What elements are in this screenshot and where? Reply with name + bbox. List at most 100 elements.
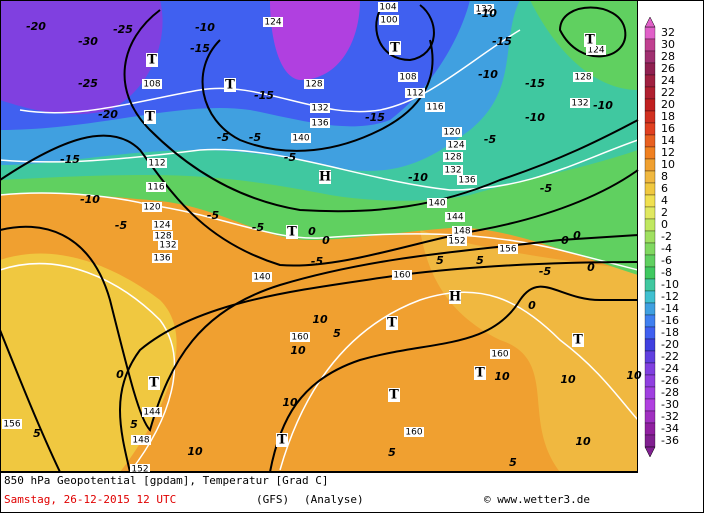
temperature-label: -5 (539, 265, 552, 278)
label-backdrop (147, 158, 167, 168)
geopotential-label: 124 (264, 18, 281, 28)
pressure-center: H (319, 170, 331, 185)
colorbar-swatch (644, 374, 656, 388)
colorbar-label: 10 (661, 158, 675, 171)
colorbar-swatch (644, 206, 656, 220)
pressure-center: T (387, 316, 397, 331)
colorbar-swatch (644, 422, 656, 436)
temperature-label: -15 (525, 77, 545, 90)
temperature-label: -10 (195, 21, 215, 34)
pressure-center: H (449, 290, 461, 305)
geopotential-label: 128 (574, 73, 591, 83)
temperature-label: 0 (561, 234, 569, 247)
temperature-label: -10 (80, 193, 100, 206)
geopotential-label: 116 (426, 103, 443, 113)
label-backdrop (398, 72, 418, 82)
temperature-label: -15 (254, 89, 274, 102)
temperature-label: 10 (494, 370, 510, 383)
geopotential-label: 148 (453, 227, 470, 237)
colorbar-swatch (644, 170, 656, 184)
label-backdrop (490, 349, 510, 359)
temperature-label: -30 (78, 35, 98, 48)
label-backdrop (130, 464, 150, 474)
label-backdrop (304, 79, 324, 89)
label-backdrop (2, 419, 22, 429)
label-backdrop (425, 102, 445, 112)
colorbar-label: -30 (661, 398, 679, 411)
colorbar-label: 20 (661, 98, 675, 111)
temperature-label: 10 (282, 396, 298, 409)
pressure-center: T (573, 333, 583, 348)
footer-credit: © www.wetter3.de (484, 493, 590, 506)
temperature-label: 5 (476, 254, 484, 267)
colorbar-label: -24 (661, 362, 679, 375)
temperature-label: -15 (190, 42, 210, 55)
geopotential-label: 140 (428, 199, 445, 209)
temperature-label: 10 (560, 373, 576, 386)
colorbar-swatch (644, 218, 656, 232)
pressure-center: T (389, 388, 399, 403)
label-backdrop (310, 103, 330, 113)
geopotential-label: 124 (153, 221, 170, 231)
temperature-label: 0 (587, 261, 595, 274)
temperature-label: -20 (26, 20, 46, 33)
colorbar-swatch (644, 362, 656, 376)
label-backdrop (148, 376, 160, 390)
temperature-label: -25 (78, 77, 98, 90)
arctic-field (270, 0, 360, 80)
temperature-label: 10 (290, 344, 306, 357)
colorbar-label: 0 (661, 218, 668, 231)
temperature-label: 5 (509, 456, 517, 469)
colorbar-swatch (644, 338, 656, 352)
label-backdrop (310, 118, 330, 128)
pressure-center: T (145, 110, 155, 125)
temperature-label: -15 (365, 111, 385, 124)
geopotential-label: 144 (143, 408, 160, 418)
geopotential-label: 108 (143, 80, 160, 90)
geopotential-label: 136 (311, 119, 328, 129)
label-backdrop (153, 231, 173, 241)
temperature-label: 0 (322, 234, 330, 247)
temperature-label: 10 (187, 445, 203, 458)
label-backdrop (152, 253, 172, 263)
label-backdrop (392, 270, 412, 280)
colorbar-label: -26 (661, 374, 679, 387)
label-backdrop (378, 2, 398, 12)
label-backdrop (319, 170, 331, 184)
temperature-label: -5 (217, 131, 230, 144)
colorbar-label: -20 (661, 338, 679, 351)
geopotential-label: 156 (499, 245, 516, 255)
label-backdrop (291, 133, 311, 143)
colorbar-swatch (644, 98, 656, 112)
label-backdrop (498, 244, 518, 254)
colorbar-swatch (644, 230, 656, 244)
label-backdrop (142, 407, 162, 417)
geopotential-label: 136 (458, 176, 475, 186)
label-backdrop (404, 427, 424, 437)
label-backdrop (131, 435, 151, 445)
colorbar-swatch (644, 326, 656, 340)
footer-date: Samstag, 26-12-2015 12 UTC (4, 493, 176, 506)
geopotential-label: 144 (446, 213, 463, 223)
colorbar-label: -8 (661, 266, 672, 279)
label-backdrop (276, 433, 288, 447)
mild-field (0, 253, 177, 472)
label-backdrop (452, 226, 472, 236)
geopotential-label: 152 (131, 465, 148, 475)
footer-title: 850 hPa Geopotential [gpdam], Temperatur… (4, 474, 329, 487)
colorbar-swatch (644, 410, 656, 424)
temperature-label: -10 (477, 7, 497, 20)
geopotential-label: 160 (405, 428, 422, 438)
geopotential-label: 128 (444, 153, 461, 163)
colorbar-label: -22 (661, 350, 679, 363)
label-backdrop (447, 236, 467, 246)
pressure-center: T (287, 225, 297, 240)
temperature-label: 0 (116, 368, 124, 381)
label-backdrop (146, 53, 158, 67)
label-backdrop (142, 79, 162, 89)
temperature-label: 0 (573, 229, 581, 242)
colorbar-label: 24 (661, 74, 675, 87)
geopotential-label: 112 (406, 89, 423, 99)
colorbar-swatch (644, 38, 656, 52)
label-backdrop (146, 182, 166, 192)
